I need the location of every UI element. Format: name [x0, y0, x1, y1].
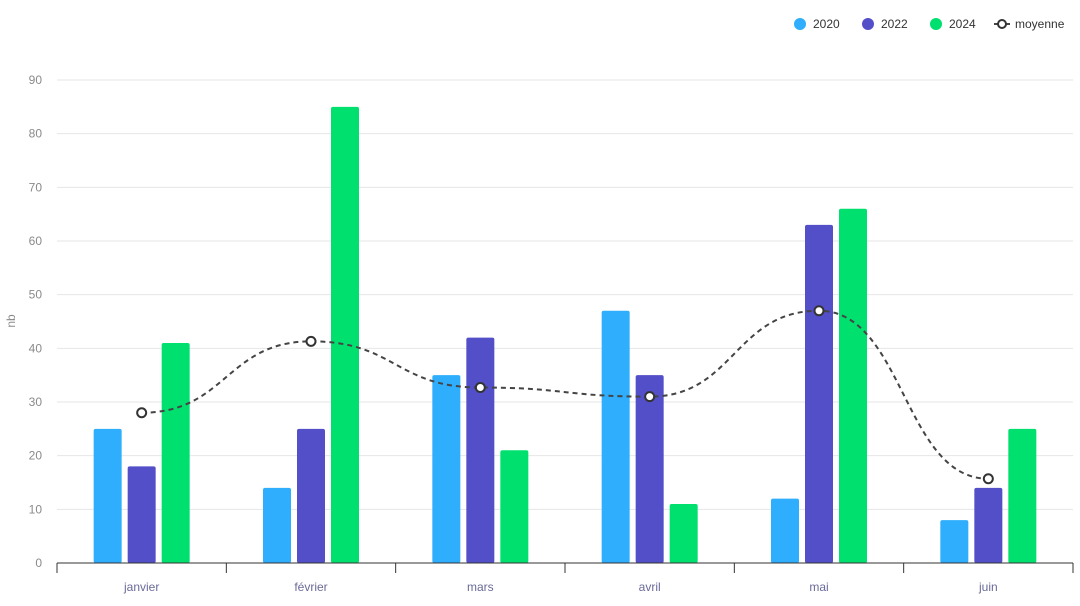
x-tick-label: mai — [809, 580, 828, 594]
bar-2022-mars — [466, 337, 495, 563]
y-tick-label: 80 — [29, 127, 43, 141]
x-tick-label: juin — [978, 580, 998, 594]
y-tick-label: 10 — [29, 502, 43, 516]
legend-label-2024: 2024 — [949, 17, 976, 31]
bars — [93, 106, 1037, 564]
x-tick-label: mars — [467, 580, 494, 594]
bar-2022-juin — [974, 487, 1003, 563]
y-tick-label: 50 — [29, 288, 43, 302]
average-point-mars — [474, 382, 486, 394]
bar-2024-février — [331, 106, 359, 563]
legend-label-2022: 2022 — [881, 17, 908, 31]
legend-marker-moyenne — [997, 19, 1007, 29]
bar-2024-mai — [839, 208, 867, 564]
bar-2024-janvier — [161, 342, 190, 563]
bar-2020-mars — [432, 375, 461, 563]
legend-label-2020: 2020 — [813, 17, 840, 31]
x-tick-label: février — [294, 580, 327, 594]
y-tick-label: 30 — [29, 395, 43, 409]
x-tick-label: janvier — [123, 580, 159, 594]
y-tick-label: 90 — [29, 73, 43, 87]
y-tick-label: 60 — [29, 234, 43, 248]
average-point-mai — [813, 305, 825, 317]
legend-marker-2022 — [862, 18, 874, 30]
y-tick-label: 20 — [29, 449, 43, 463]
y-tick-label: 40 — [29, 341, 43, 355]
grid-lines — [57, 79, 1073, 510]
average-point-juin — [982, 473, 994, 485]
bar-2024-juin — [1008, 428, 1037, 563]
bar-2022-janvier — [127, 466, 156, 563]
legend-label-moyenne: moyenne — [1015, 17, 1065, 31]
y-tick-label: 0 — [35, 556, 42, 570]
y-axis-ticks: 0 10 20 30 40 50 60 70 80 90 — [29, 73, 43, 570]
legend: 2020 2022 2024 moyenne — [794, 17, 1065, 31]
average-point-avril — [644, 391, 656, 403]
bar-2022-mai — [805, 224, 833, 563]
x-tick-label: avril — [639, 580, 661, 594]
bar-2024-avril — [669, 503, 698, 563]
average-point-février — [305, 335, 317, 347]
average-line — [136, 305, 994, 485]
legend-marker-2020 — [794, 18, 806, 30]
y-axis-title: nb — [4, 314, 18, 328]
average-line-path — [141, 309, 989, 480]
bar-2020-janvier — [93, 428, 122, 563]
bar-2020-mai — [771, 498, 799, 563]
bar-2022-avril — [635, 375, 664, 563]
average-point-janvier — [136, 407, 148, 419]
bar-2024-mars — [500, 450, 529, 563]
x-axis: janvier février mars avril mai juin — [56, 562, 1074, 594]
legend-marker-2024 — [930, 18, 942, 30]
bar-2020-juin — [940, 520, 969, 563]
bar-2020-février — [263, 487, 291, 563]
y-tick-label: 70 — [29, 180, 43, 194]
bar-2022-février — [297, 428, 325, 563]
bar-2020-avril — [601, 310, 630, 563]
